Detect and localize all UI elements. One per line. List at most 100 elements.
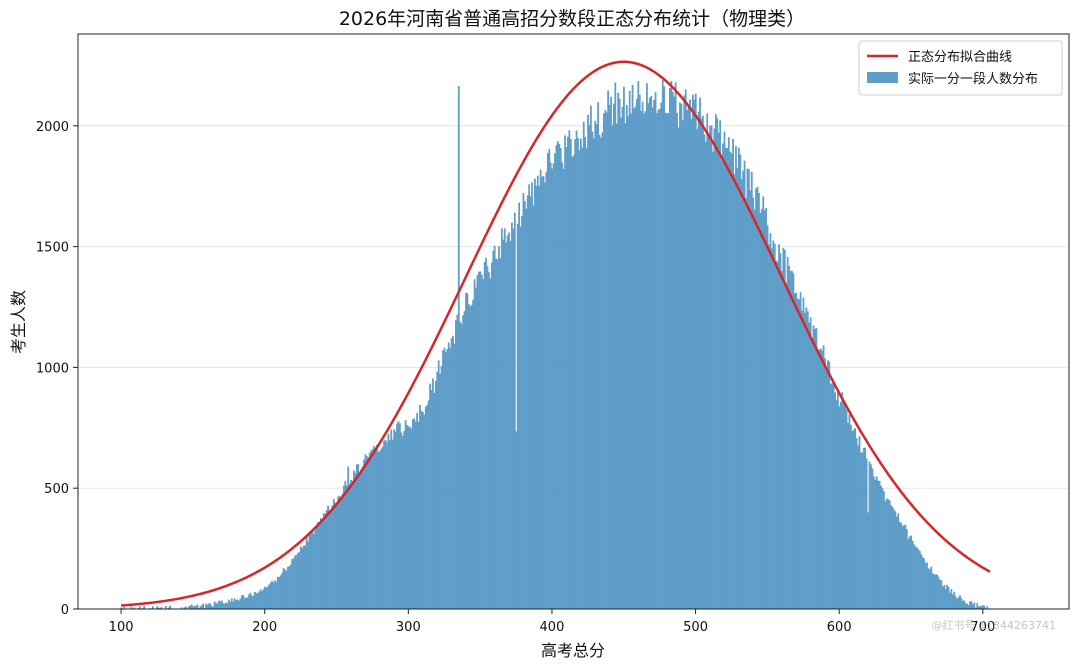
histogram-bar xyxy=(309,531,312,609)
histogram-bar xyxy=(383,440,385,609)
histogram-bar xyxy=(393,429,396,609)
histogram-bar xyxy=(641,101,644,609)
histogram-bar xyxy=(189,605,192,609)
x-tick-label: 600 xyxy=(827,620,852,635)
histogram-bar xyxy=(884,501,887,609)
histogram-bar xyxy=(479,271,482,609)
histogram-bar xyxy=(801,310,803,609)
histogram-bar xyxy=(895,516,898,609)
histogram-bar xyxy=(206,604,209,609)
histogram-bar xyxy=(285,570,288,609)
histogram-bar xyxy=(870,464,872,609)
histogram-bar xyxy=(195,605,197,609)
histogram-bar xyxy=(304,545,306,609)
histogram-bar xyxy=(584,137,587,609)
histogram-bar xyxy=(828,361,831,609)
histogram-bar xyxy=(207,603,210,609)
histogram-bar xyxy=(969,601,971,609)
histogram-bar xyxy=(732,138,734,609)
histogram-bar xyxy=(684,89,687,610)
histogram-bar xyxy=(567,136,569,610)
histogram-bar xyxy=(305,537,308,609)
histogram-bar xyxy=(798,299,801,609)
histogram-bar xyxy=(371,449,374,609)
histogram-bar xyxy=(676,113,678,609)
histogram-bar xyxy=(581,147,584,610)
histogram-bar xyxy=(355,464,358,609)
histogram-bar xyxy=(139,606,141,609)
histogram-bar xyxy=(669,87,671,610)
histogram-bar xyxy=(223,603,226,609)
histogram-bar xyxy=(637,81,640,609)
histogram-bar xyxy=(446,349,449,609)
histogram-bar xyxy=(617,92,620,610)
histogram-bar xyxy=(918,550,921,609)
histogram-bar xyxy=(522,192,525,609)
histogram-bar xyxy=(335,502,338,609)
histogram-bar xyxy=(765,208,768,609)
histogram-bar xyxy=(276,576,279,609)
histogram-bar xyxy=(920,554,923,609)
histogram-bar xyxy=(495,258,498,609)
histogram-bar xyxy=(737,147,740,609)
histogram-bar xyxy=(901,526,904,609)
histogram-bar xyxy=(322,513,325,609)
histogram-bar xyxy=(443,347,446,609)
histogram-bar xyxy=(243,598,246,609)
histogram-bar xyxy=(786,256,789,609)
histogram-bar xyxy=(523,201,526,609)
histogram-bar xyxy=(687,104,690,610)
histogram-bar xyxy=(353,470,355,609)
histogram-bar xyxy=(735,146,737,609)
histogram-bar xyxy=(890,505,892,609)
histogram-bar xyxy=(340,497,342,609)
histogram-bar xyxy=(796,298,799,609)
histogram-bar xyxy=(914,546,917,609)
histogram-bar xyxy=(185,606,187,609)
histogram-bar xyxy=(199,606,202,609)
histogram-bar xyxy=(275,581,278,609)
histogram-bar xyxy=(905,529,908,609)
histogram-bar xyxy=(241,595,243,609)
histogram-bar xyxy=(730,153,733,609)
histogram-bar xyxy=(885,498,888,609)
histogram-bar xyxy=(565,146,568,609)
histogram-bar xyxy=(691,94,694,609)
histogram-bar xyxy=(378,451,381,609)
histogram-bar xyxy=(950,589,953,609)
histogram-bar xyxy=(324,513,327,609)
histogram-bar xyxy=(806,311,809,609)
histogram-bar xyxy=(363,459,365,609)
histogram-bar xyxy=(236,599,239,609)
histogram-bar xyxy=(485,257,487,609)
histogram-bar xyxy=(986,606,989,609)
histogram-bar xyxy=(947,586,950,609)
histogram-bar xyxy=(330,510,332,609)
histogram-bar xyxy=(374,448,377,609)
histogram-bar xyxy=(624,123,627,610)
histogram-bar xyxy=(812,325,815,609)
histogram-bar xyxy=(697,111,700,610)
histogram-bar xyxy=(799,292,802,609)
histogram-bar xyxy=(321,521,324,609)
histogram-bar xyxy=(397,421,400,609)
histogram-bar xyxy=(766,225,769,609)
histogram-bar xyxy=(302,545,305,609)
histogram-bar xyxy=(753,209,756,609)
histogram-bar xyxy=(291,559,294,609)
histogram-bar xyxy=(465,292,467,609)
histogram-bar xyxy=(370,450,373,609)
histogram-bar xyxy=(450,338,453,609)
histogram-bar xyxy=(462,315,464,609)
histogram-bar xyxy=(825,371,828,609)
histogram-bar xyxy=(809,317,812,609)
histogram-bar xyxy=(944,588,947,609)
histogram-bar xyxy=(851,431,854,609)
histogram-bar xyxy=(516,223,519,609)
histogram-bar xyxy=(536,175,539,609)
histogram-bar xyxy=(875,476,878,609)
histogram-bar xyxy=(434,380,437,609)
histogram-bar xyxy=(245,597,248,609)
histogram-bar xyxy=(788,265,791,609)
histogram-bar xyxy=(847,422,849,609)
